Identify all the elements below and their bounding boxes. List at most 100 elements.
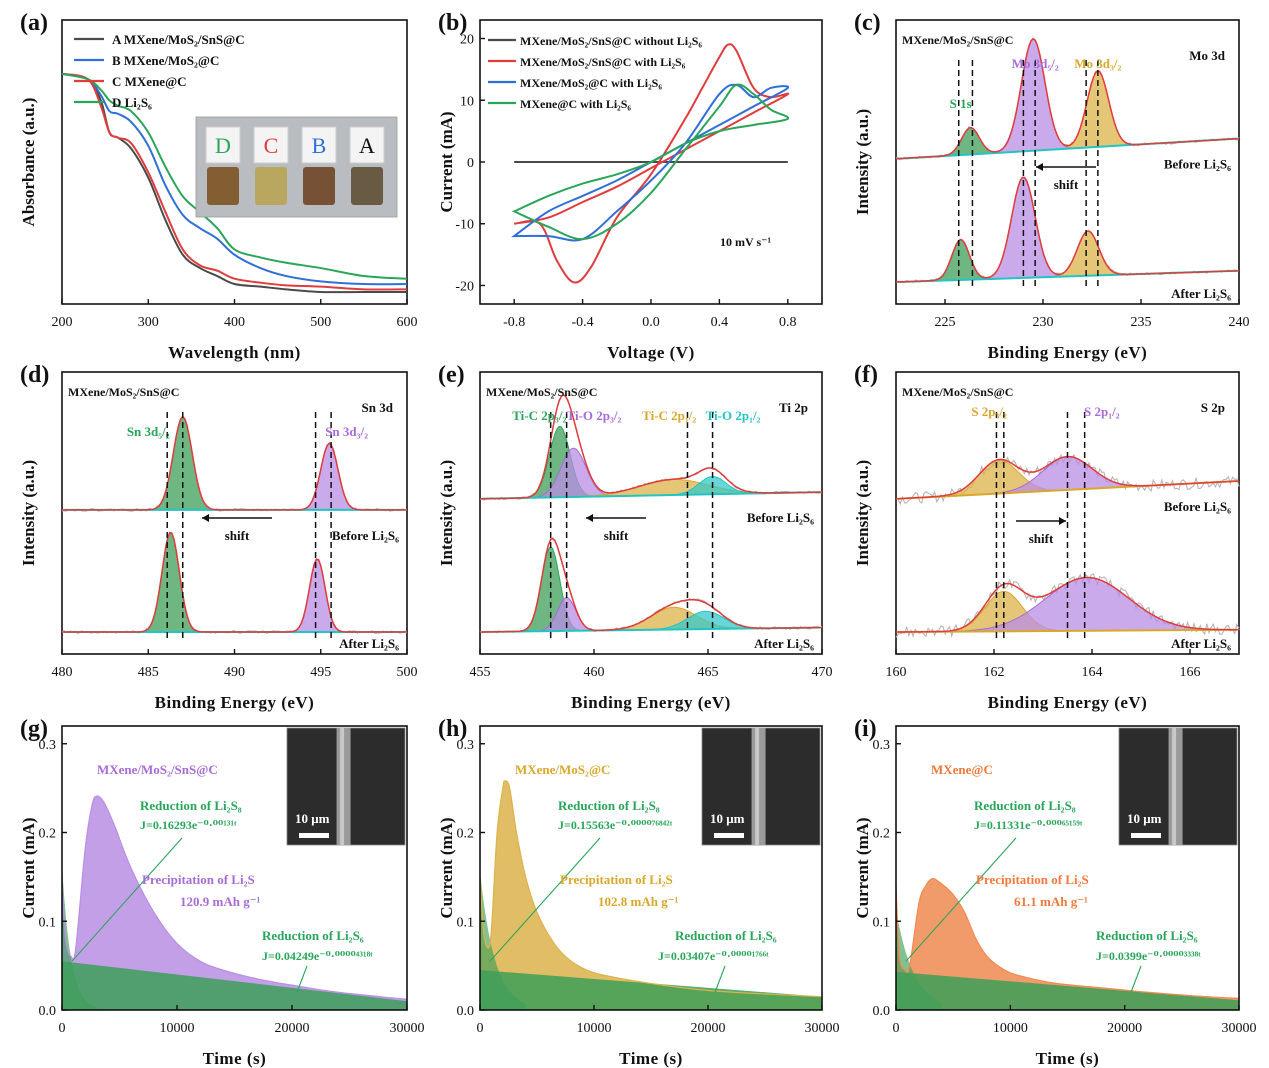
scan-rate-annotation: 10 mV s⁻¹: [720, 235, 771, 249]
capacity-label: 61.1 mAh g⁻¹: [1014, 894, 1088, 909]
li2s6-label: Reduction of Li₂S₆: [262, 928, 364, 943]
x-tick-label: 470: [812, 665, 833, 680]
shift-arrowhead: [202, 514, 209, 522]
panel-g: (g) Time (s) Current (mA) 0 10000 20000 30000 0…: [19, 716, 425, 1068]
x-axis-label: Voltage (V): [607, 343, 695, 362]
plot-frame: [61, 371, 408, 655]
y-axis-label: Current (mA): [437, 817, 456, 918]
spectrum-label: Before Li₂S₆: [1164, 499, 1231, 514]
x-axis-label: Binding Energy (eV): [988, 693, 1148, 712]
precipitation-label: Precipitation of Li₂S: [560, 872, 673, 887]
peak-label: S 2p₃/₂: [971, 404, 1007, 419]
x-tick-label: 485: [138, 665, 159, 680]
y-tick-label: 0.3: [457, 738, 475, 753]
scale-bar: [1131, 833, 1161, 838]
li2s6-label: Reduction of Li₂S₆: [675, 928, 777, 943]
fitted-peak: [925, 239, 996, 282]
li2s6-formula: J=0.03407e⁻⁰·⁰⁰⁰⁰¹⁷⁶⁶ᵗ: [658, 949, 769, 963]
li2s6-reduction-area: [62, 961, 407, 1010]
x-tick-label: 455: [470, 665, 491, 680]
panel-label: (a): [20, 10, 48, 36]
raw-spectrum: [61, 531, 408, 634]
fitted-peak: [1045, 230, 1131, 278]
shift-label: shift: [1054, 177, 1079, 192]
fitted-peak: [296, 442, 363, 511]
capacity-label: 120.9 mAh g⁻¹: [180, 894, 261, 909]
y-tick-label: 0.3: [39, 738, 57, 753]
x-axis-label: Time (s): [203, 1049, 267, 1068]
li2s-precipitation-area: [62, 795, 407, 1010]
scale-bar-label: 10 μm: [1127, 811, 1162, 826]
x-axis-label: Binding Energy (eV): [571, 693, 731, 712]
x-tick-label: 490: [224, 665, 245, 680]
spectrum-label: Before Li₂S₆: [1164, 157, 1231, 172]
spectrum-label: Before Li₂S₆: [747, 510, 814, 525]
sample-label: MXene/MoS₂/SnS@C: [68, 385, 179, 399]
vial-liquid: [303, 167, 335, 205]
vial-label-card: [205, 126, 241, 164]
series-line: [61, 72, 408, 286]
li2s6-reduction-area: [480, 970, 822, 1010]
legend-entry: A MXene/MoS₂/SnS@C: [112, 32, 245, 47]
x-tick-label: 20000: [1107, 1021, 1142, 1036]
sample-label: MXene/MoS₂/SnS@C: [902, 33, 1013, 47]
scale-bar: [714, 833, 744, 838]
plot-frame: [895, 19, 1240, 305]
y-tick-label: 0.1: [457, 915, 475, 930]
shift-arrowhead: [1036, 163, 1043, 171]
panel-d: (d) Binding Energy (eV) Intensity (a.u.) 48…: [19, 362, 418, 712]
panel-label: (b): [438, 10, 467, 36]
li2s6-leader-line: [1130, 965, 1142, 993]
panel-label: (c): [854, 10, 881, 36]
panel-e: (e) Binding Energy (eV) Intensity (a.u.) 45…: [437, 362, 833, 712]
y-tick-label: 0.3: [873, 738, 891, 753]
peak-label: Ti-C 2p₃/₂: [512, 408, 566, 423]
sample-title: MXene@C: [931, 762, 993, 777]
spectrum-label: After Li₂S₆: [1171, 286, 1231, 301]
plot-frame: [895, 371, 1240, 655]
panel-a: (a) Wavelength (nm) Absorbance (a.u.) 200 30…: [19, 10, 418, 362]
y-tick-label: 0.0: [457, 1004, 475, 1019]
panel-b: (b) Voltage (V) Current (mA) -0.8 -0.4 0.0 0.4…: [437, 10, 823, 362]
x-tick-label: 20000: [275, 1021, 310, 1036]
x-tick-label: 235: [1131, 315, 1152, 330]
peak-label: S 1s: [950, 96, 972, 111]
x-tick-label: 0.4: [711, 315, 729, 330]
spectrum-label: After Li₂S₆: [339, 636, 399, 651]
li2s8-label: Reduction of Li₂S₈: [558, 798, 660, 813]
y-tick-label: 0.0: [873, 1004, 891, 1019]
fitted-peak: [136, 531, 205, 633]
vial-letter: A: [359, 133, 375, 158]
plot-frame: [479, 371, 823, 655]
x-tick-label: 400: [224, 315, 245, 330]
x-tick-label: 162: [984, 665, 1005, 680]
shift-arrowhead: [586, 514, 593, 522]
scale-bar-label: 10 μm: [710, 811, 745, 826]
x-tick-label: 495: [310, 665, 331, 680]
vial-liquid: [207, 167, 239, 205]
x-tick-label: 20000: [691, 1021, 726, 1036]
envelope-fit: [895, 37, 1240, 160]
legend-entry: D Li₂S₆: [112, 95, 152, 110]
panel-label: (e): [438, 362, 465, 388]
panel-label: (g): [20, 716, 48, 742]
li2s6-formula: J=0.04249e⁻⁰·⁰⁰⁰⁰⁴³¹⁸ᵗ: [262, 949, 373, 963]
current-curve: [61, 795, 408, 1000]
vial-label-card: [253, 126, 289, 164]
y-axis-label: Current (mA): [853, 817, 872, 918]
vial-letter: C: [264, 133, 279, 158]
y-axis-label: Intensity (a.u.): [853, 109, 872, 215]
vial-letter: D: [215, 133, 231, 158]
shift-label: shift: [1029, 531, 1054, 546]
plot-frame: [479, 725, 823, 1011]
li2s6-label: Reduction of Li₂S₆: [1096, 928, 1198, 943]
plot-frame: [895, 725, 1240, 1011]
y-axis-label: Intensity (a.u.): [437, 460, 456, 566]
x-tick-label: 30000: [390, 1021, 425, 1036]
vial-label-card: [301, 126, 337, 164]
panel-c: (c) Binding Energy (eV) Intensity (a.u.) 22…: [853, 10, 1250, 362]
capacity-label: 102.8 mAh g⁻¹: [598, 894, 679, 909]
peak-label: Ti-C 2p₁/₂: [642, 408, 696, 423]
li2s8-leader-line: [489, 837, 601, 962]
